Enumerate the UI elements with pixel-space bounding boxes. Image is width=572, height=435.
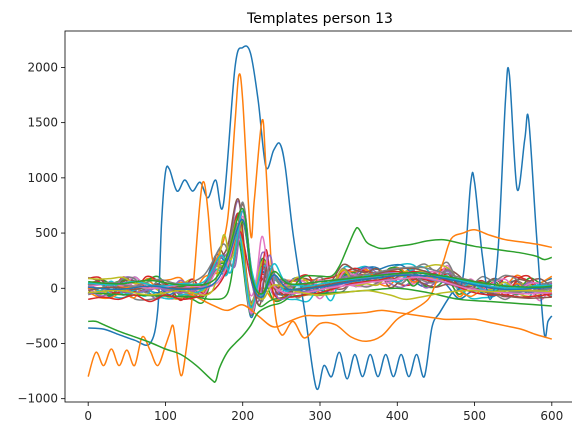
axes-frame — [64, 30, 572, 403]
x-tick-label: 600 — [540, 409, 563, 423]
template-line-3 — [88, 226, 553, 383]
y-tick-label: 2000 — [27, 60, 58, 74]
chart-title: Templates person 13 — [246, 11, 393, 27]
x-tick-label: 200 — [231, 409, 254, 423]
template-line-7 — [88, 203, 552, 306]
y-tick-label: 0 — [50, 281, 58, 295]
x-tick-label: 400 — [386, 409, 409, 423]
y-tick-label: −500 — [25, 336, 58, 350]
template-line-2 — [88, 286, 553, 340]
y-tick-label: −1000 — [17, 392, 58, 406]
template-line-10 — [88, 219, 552, 301]
y-tick-label: 500 — [35, 226, 58, 240]
x-tick-label: 0 — [84, 409, 92, 423]
y-tick-label: 1000 — [27, 171, 58, 185]
template-line-12 — [88, 219, 552, 299]
template-line-13 — [88, 208, 552, 295]
series-layer — [87, 45, 553, 391]
template-line-8 — [88, 215, 552, 295]
template-line-0 — [88, 45, 553, 391]
x-axis: 0 100 200 300 400 500 600 — [84, 402, 563, 423]
template-line-5 — [88, 230, 552, 303]
y-axis: −1000 −500 0 500 1000 1500 2000 — [17, 60, 65, 406]
x-tick-label: 500 — [463, 409, 486, 423]
template-line-1 — [87, 73, 552, 377]
x-tick-label: 100 — [154, 409, 177, 423]
y-tick-label: 1500 — [27, 116, 58, 130]
x-tick-label: 300 — [309, 409, 332, 423]
